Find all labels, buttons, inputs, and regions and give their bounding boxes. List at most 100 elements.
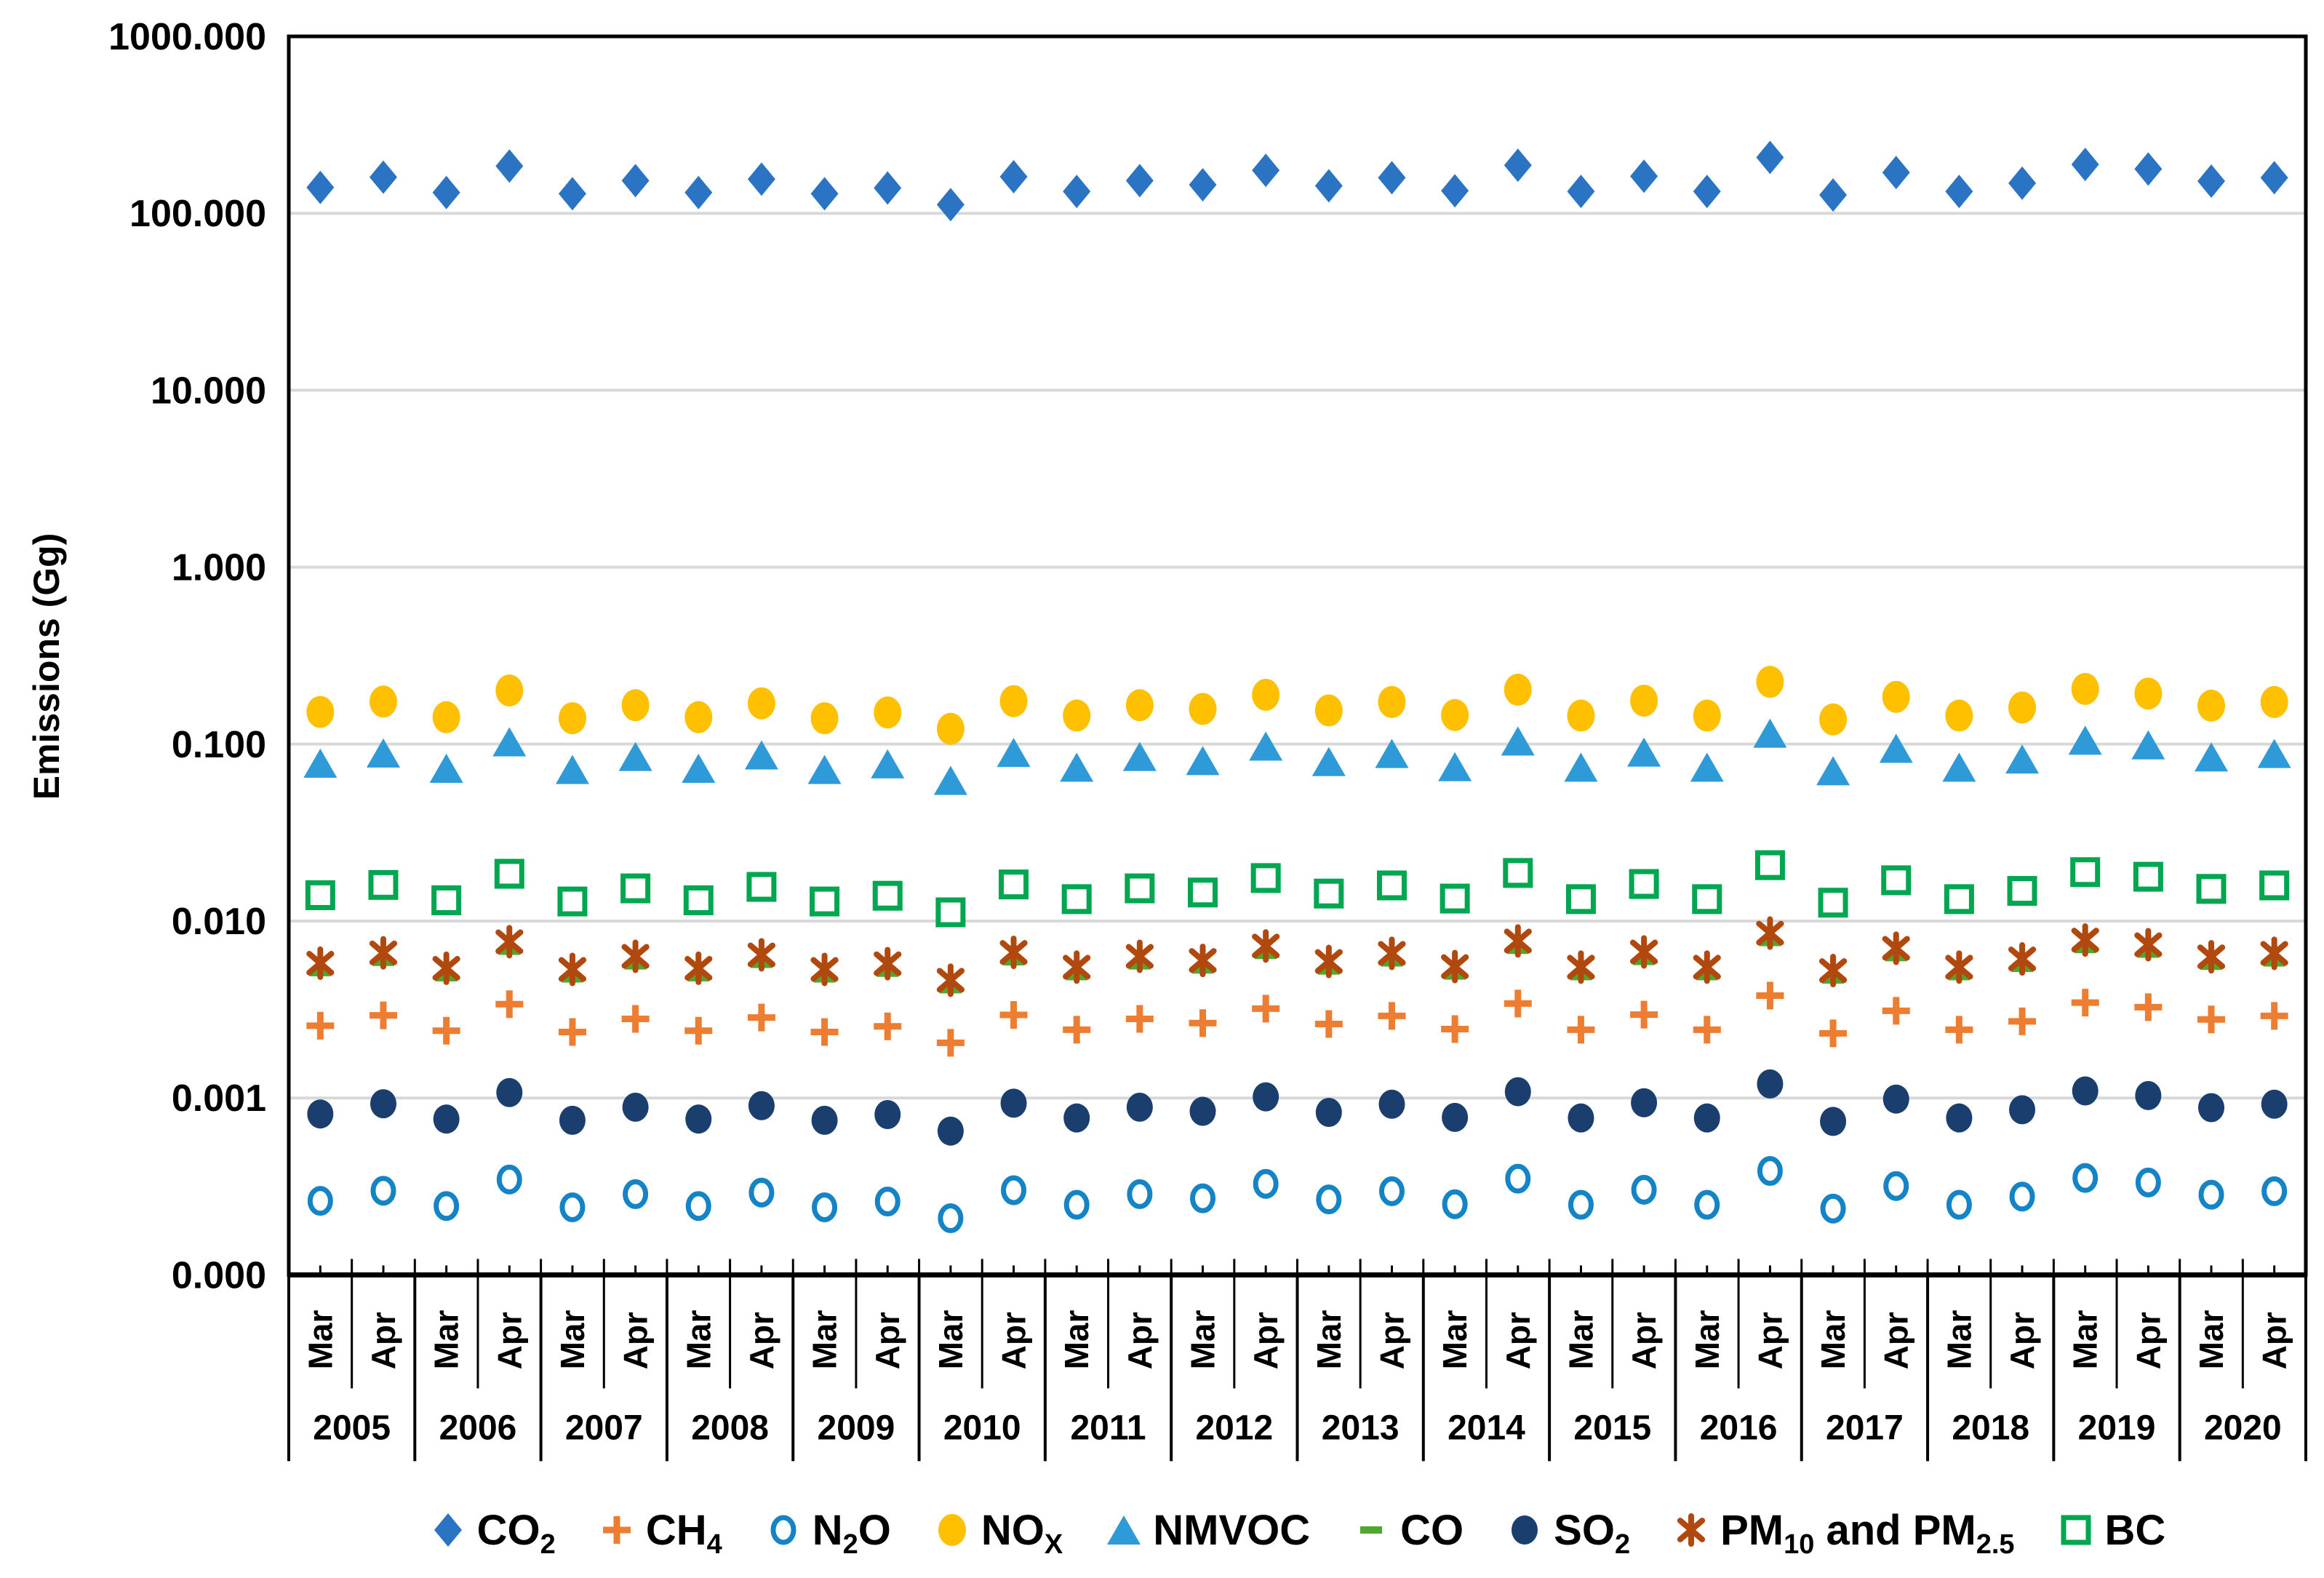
year-label-2009: 2009 bbox=[818, 1408, 895, 1447]
point-so2-2016-mar bbox=[1693, 1103, 1720, 1133]
point-co2-2015-apr bbox=[1630, 159, 1658, 194]
legend-marker-nox bbox=[938, 1514, 966, 1546]
year-label-2018: 2018 bbox=[1952, 1408, 2029, 1447]
point-nox-2011-apr bbox=[1125, 689, 1154, 722]
legend-item-co: CO bbox=[1352, 1506, 1464, 1555]
point-so2-2013-apr bbox=[1378, 1089, 1405, 1119]
point-so2-2017-apr bbox=[1882, 1084, 1909, 1114]
point-pm-2014-apr bbox=[1504, 924, 1532, 958]
point-bc-2016-apr bbox=[1754, 850, 1785, 880]
category-dividers bbox=[287, 1275, 2307, 1462]
point-nmvoc-2008-mar bbox=[682, 754, 716, 784]
point-nox-2017-apr bbox=[1882, 680, 1910, 713]
point-co2-2005-apr bbox=[369, 160, 397, 194]
month-label-2006-Apr: Apr bbox=[490, 1312, 528, 1369]
point-pm-2010-apr bbox=[999, 936, 1028, 970]
point-so2-2017-mar bbox=[1820, 1107, 1847, 1136]
point-n2o-2019-apr bbox=[2135, 1167, 2161, 1198]
month-label-2013-Apr: Apr bbox=[1373, 1312, 1410, 1369]
point-co2-2006-apr bbox=[495, 149, 524, 183]
month-label-2017-Apr: Apr bbox=[1877, 1312, 1915, 1369]
point-nox-2012-apr bbox=[1252, 679, 1280, 712]
point-pm-2011-mar bbox=[1063, 950, 1091, 984]
y-tick-label-0.000: 0.000 bbox=[172, 1254, 266, 1296]
point-co2-2009-mar bbox=[810, 177, 839, 211]
point-co2-2011-mar bbox=[1063, 175, 1091, 209]
point-ch4-2005-apr bbox=[369, 1001, 397, 1029]
point-nmvoc-2018-apr bbox=[2005, 744, 2040, 774]
point-bc-2007-apr bbox=[620, 873, 651, 904]
month-label-2014-Apr: Apr bbox=[1499, 1312, 1537, 1369]
point-so2-2012-apr bbox=[1253, 1082, 1279, 1112]
point-co2-2010-mar bbox=[936, 188, 965, 222]
nmvoc-marker-icon bbox=[1107, 1515, 1141, 1545]
legend-item-co2: CO2 bbox=[429, 1506, 556, 1560]
year-label-2013: 2013 bbox=[1322, 1408, 1399, 1447]
point-nox-2013-mar bbox=[1314, 694, 1343, 727]
point-ch4-2015-apr bbox=[1630, 1000, 1658, 1029]
point-nmvoc-2017-apr bbox=[1879, 733, 1913, 763]
point-nmvoc-2009-apr bbox=[871, 749, 905, 778]
point-pm-2014-mar bbox=[1441, 949, 1469, 984]
point-pm-2006-apr bbox=[495, 925, 524, 959]
point-bc-2013-apr bbox=[1376, 870, 1407, 901]
plot-border bbox=[287, 34, 2308, 1277]
point-so2-2018-apr bbox=[2009, 1095, 2036, 1125]
legend-label-ch4: CH4 bbox=[645, 1506, 722, 1560]
point-ch4-2012-apr bbox=[1252, 995, 1280, 1023]
year-label-2010: 2010 bbox=[943, 1408, 1021, 1447]
point-nox-2008-mar bbox=[684, 701, 713, 733]
point-nox-2016-mar bbox=[1693, 699, 1721, 732]
point-co2-2018-mar bbox=[1945, 175, 1973, 209]
axes bbox=[287, 34, 2308, 1278]
point-bc-2005-apr bbox=[368, 869, 399, 900]
point-ch4-2013-mar bbox=[1314, 1010, 1343, 1038]
point-pm-2006-mar bbox=[432, 951, 460, 985]
nox-marker-icon bbox=[938, 1514, 966, 1546]
point-co2-2008-mar bbox=[684, 175, 713, 210]
point-n2o-2013-mar bbox=[1316, 1184, 1342, 1215]
point-so2-2019-apr bbox=[2135, 1080, 2162, 1110]
point-bc-2017-mar bbox=[1818, 888, 1848, 918]
co-marker-icon bbox=[1360, 1526, 1383, 1534]
point-n2o-2011-apr bbox=[1127, 1179, 1153, 1209]
point-n2o-2015-mar bbox=[1568, 1190, 1594, 1220]
series-ch4 bbox=[306, 981, 2288, 1057]
point-so2-2006-mar bbox=[433, 1104, 460, 1134]
point-bc-2012-apr bbox=[1250, 863, 1281, 893]
point-bc-2008-mar bbox=[683, 885, 714, 915]
point-ch4-2018-apr bbox=[2008, 1007, 2037, 1035]
point-nox-2008-apr bbox=[747, 687, 775, 720]
point-n2o-2010-apr bbox=[1001, 1175, 1027, 1206]
point-n2o-2018-mar bbox=[1946, 1190, 1972, 1220]
point-bc-2016-mar bbox=[1692, 884, 1722, 914]
point-pm-2015-apr bbox=[1629, 935, 1658, 969]
so2-marker-icon bbox=[1512, 1515, 1538, 1545]
point-n2o-2016-mar bbox=[1694, 1190, 1720, 1220]
month-label-2020-Apr: Apr bbox=[2256, 1312, 2293, 1369]
co2-marker-icon bbox=[434, 1513, 462, 1547]
point-nmvoc-2011-apr bbox=[1122, 741, 1157, 771]
point-nmvoc-2010-mar bbox=[933, 765, 967, 795]
point-nmvoc-2018-mar bbox=[1942, 752, 1976, 782]
point-nmvoc-2005-apr bbox=[366, 738, 400, 768]
point-nox-2010-mar bbox=[936, 712, 965, 745]
point-nmvoc-2008-apr bbox=[744, 740, 778, 770]
point-nmvoc-2006-mar bbox=[429, 754, 463, 784]
month-label-2015-Apr: Apr bbox=[1625, 1312, 1663, 1369]
point-n2o-2009-mar bbox=[812, 1192, 838, 1222]
month-label-2013-Mar: Mar bbox=[1310, 1310, 1348, 1369]
series-bc bbox=[305, 850, 2290, 928]
month-label-2010-Apr: Apr bbox=[995, 1312, 1033, 1369]
legend-item-n2o: N2O bbox=[764, 1506, 891, 1560]
legend-label-co2: CO2 bbox=[476, 1506, 556, 1560]
point-so2-2016-apr bbox=[1757, 1069, 1784, 1099]
series-pm bbox=[306, 916, 2288, 997]
point-ch4-2019-apr bbox=[2134, 993, 2163, 1021]
point-bc-2020-apr bbox=[2259, 870, 2290, 901]
point-n2o-2020-apr bbox=[2261, 1176, 2288, 1206]
point-so2-2005-mar bbox=[307, 1099, 334, 1129]
point-bc-2017-apr bbox=[1881, 865, 1912, 896]
point-nmvoc-2019-mar bbox=[2068, 725, 2102, 755]
